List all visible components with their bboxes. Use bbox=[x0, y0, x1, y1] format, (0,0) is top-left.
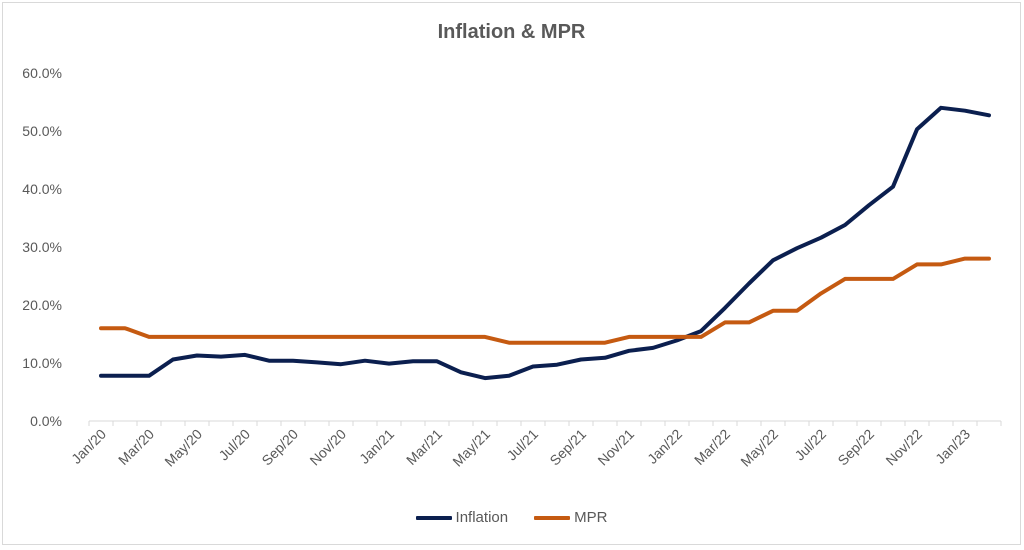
chart-title: Inflation & MPR bbox=[437, 21, 586, 43]
x-tick-label: Mar/22 bbox=[691, 426, 733, 468]
x-tick-label: May/21 bbox=[449, 426, 493, 470]
x-tick-label: Sep/21 bbox=[546, 426, 589, 469]
x-tick-label: Jul/22 bbox=[791, 426, 829, 464]
x-tick-label: Mar/20 bbox=[115, 426, 157, 468]
y-tick-label: 10.0% bbox=[22, 355, 62, 371]
legend-label-mpr: MPR bbox=[574, 509, 608, 526]
x-tick-label: May/22 bbox=[737, 426, 781, 470]
x-tick-label: Jan/22 bbox=[644, 426, 685, 467]
x-tick-label: Jan/21 bbox=[356, 426, 397, 467]
legend-item-inflation: Inflation bbox=[415, 509, 509, 526]
y-tick-label: 20.0% bbox=[22, 297, 62, 313]
legend-label-inflation: Inflation bbox=[455, 509, 509, 526]
y-tick-label: 40.0% bbox=[22, 181, 62, 197]
series-line-inflation bbox=[99, 105, 991, 381]
legend-item-mpr: MPR bbox=[534, 509, 607, 526]
series-line-mpr bbox=[99, 256, 991, 345]
x-tick-label: Nov/22 bbox=[882, 426, 925, 469]
x-tick-label: Nov/21 bbox=[594, 426, 637, 469]
x-tick-label: Jul/20 bbox=[215, 426, 253, 464]
y-tick-label: 30.0% bbox=[22, 239, 62, 255]
line-chart: 0.0% 10.0% 20.0% 30.0% 40.0% 50.0% 60.0% Jan/20… bbox=[22, 65, 1002, 470]
x-tick-label: Jan/20 bbox=[68, 426, 109, 467]
x-tick-label: Sep/20 bbox=[258, 426, 301, 469]
x-tick-label: Sep/22 bbox=[834, 426, 877, 469]
x-tick-label: Jan/23 bbox=[932, 426, 973, 467]
x-tick-label: Mar/21 bbox=[403, 426, 445, 468]
legend-swatch-mpr bbox=[534, 515, 571, 520]
y-tick-label: 60.0% bbox=[22, 65, 62, 81]
x-tick-label: May/20 bbox=[161, 426, 205, 470]
legend: Inflation MPR bbox=[3, 509, 1020, 526]
legend-swatch-inflation bbox=[415, 515, 452, 520]
x-tick-label: Nov/20 bbox=[306, 426, 349, 469]
y-tick-label: 50.0% bbox=[22, 123, 62, 139]
y-tick-label: 0.0% bbox=[30, 413, 62, 429]
x-tick-label: Jul/21 bbox=[503, 426, 541, 464]
